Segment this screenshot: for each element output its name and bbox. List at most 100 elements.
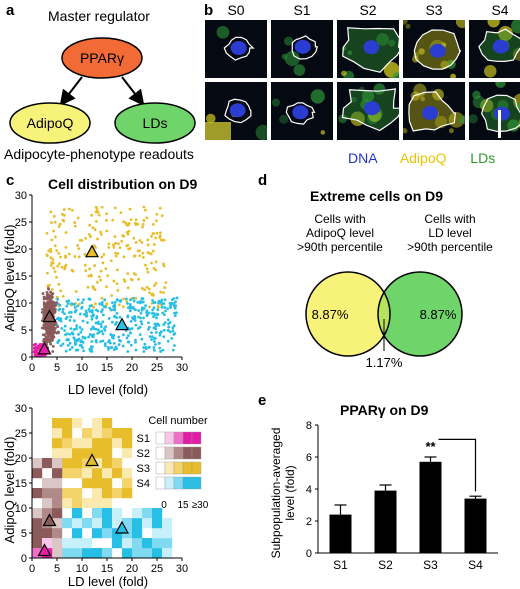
bar-s4 <box>464 498 487 553</box>
scatter-dot-s4 <box>159 330 163 334</box>
heatmap-cell-s3 <box>62 498 73 509</box>
heatmap-cell-s4 <box>92 528 103 539</box>
scatter-dot-s4 <box>77 337 81 341</box>
scatter-dot-s4 <box>104 305 107 309</box>
scatter-dot-s1 <box>40 343 43 346</box>
scatter-dot-s4 <box>134 308 137 312</box>
scatter-dot-s3 <box>164 281 168 285</box>
scatter-dot-s4 <box>152 301 156 305</box>
scatter-dot-s3 <box>155 219 158 223</box>
scatter-dot-s4 <box>121 344 125 348</box>
scatter-dot-s1 <box>32 343 36 347</box>
legend-swatch-s1 <box>164 431 175 445</box>
readouts-label: Adipocyte-phenotype readouts <box>4 146 194 162</box>
scatter-dot-s3 <box>138 254 142 258</box>
scatter-dot-s3 <box>48 283 51 287</box>
scatter-dot-s4 <box>163 306 167 309</box>
heatmap-cell-s3 <box>102 478 113 489</box>
scatter-dot-s3 <box>112 243 115 247</box>
scatter-dot-s4 <box>94 308 98 312</box>
scatter-dot-s4 <box>63 329 66 332</box>
legend-swatch-s3 <box>191 461 202 475</box>
scatter-dot-s4 <box>166 307 170 311</box>
scatter-dot-s3 <box>145 267 149 271</box>
scatter-dot-s3 <box>160 214 164 218</box>
scatter-dot-s3 <box>140 241 144 244</box>
scatter-dot-s3 <box>142 219 146 222</box>
scatter-dot-s4 <box>147 321 150 325</box>
scatter-dot-s4 <box>142 346 146 349</box>
scatter-dot-s4 <box>90 334 94 338</box>
scatter-dot-s4 <box>172 302 176 306</box>
scatter-dot-s4 <box>56 298 60 301</box>
legend-swatch-s1 <box>173 431 184 445</box>
scatter-dot-s3 <box>100 296 104 300</box>
scatter-dot-s4 <box>114 345 118 349</box>
scatter-dot-s3 <box>52 229 56 233</box>
panel-a-label: a <box>6 2 15 19</box>
scatter-dot-s3 <box>114 241 118 245</box>
scatter-dot-s4 <box>174 300 177 304</box>
scatter-dot-s3 <box>106 274 110 278</box>
venn-left-value: 8.87% <box>312 307 349 322</box>
scatter-dot-s3 <box>49 250 53 254</box>
heatmap-axes: 0 5 10 15 20 25 30 0 5 10 15 20 25 30 <box>15 403 188 575</box>
scatter-dot-s3 <box>151 249 155 253</box>
heatmap-cell-s2 <box>42 458 53 469</box>
heatmap-cell-s3 <box>102 488 113 499</box>
scatter-dot-s2 <box>52 331 56 335</box>
scatter-dot-s3 <box>55 249 59 252</box>
scatter-dot-s4 <box>173 306 177 310</box>
scatter-dot-s4 <box>94 321 98 325</box>
scatter-dot-s4 <box>73 343 77 346</box>
heatmap-ylabel: AdipoQ level (fold) <box>2 437 17 544</box>
heatmap-cell-s4 <box>82 538 93 549</box>
scatter-dot-s4 <box>57 316 60 320</box>
legend-swatch-s2 <box>182 446 193 460</box>
scatter-dot-s2 <box>41 307 44 311</box>
heatmap-ytick: 10 <box>15 503 27 515</box>
micrograph-legend: DNA AdipoQ LDs <box>348 150 495 166</box>
scatter-dot-s4 <box>117 335 121 339</box>
scatter-dot-s4 <box>142 350 146 353</box>
heatmap-cell-s4 <box>152 518 163 529</box>
micrograph-s2-row1 <box>337 20 399 78</box>
scatter-dot-s3 <box>143 288 147 292</box>
scatter-dot-s1 <box>37 354 41 357</box>
scatter-ytick: 25 <box>15 217 27 229</box>
scatter-dot-s3 <box>94 246 97 249</box>
scatter-dot-s3 <box>150 235 153 238</box>
scatter-dot-s3 <box>134 218 138 222</box>
scatter-dot-s3 <box>84 269 88 273</box>
scatter-dot-s3 <box>158 206 162 210</box>
legend-swatch-s4 <box>173 476 184 490</box>
panel-d-label: d <box>258 172 268 189</box>
venn-right-caption-3: >90th percentile <box>407 240 493 254</box>
heatmap-cell-s3 <box>72 458 83 469</box>
scatter-dot-s4 <box>90 317 94 321</box>
scatter-dot-s3 <box>64 255 68 259</box>
scatter-dot-s3 <box>97 213 101 217</box>
scatter-dot-s4 <box>142 306 146 310</box>
heatmap-cell-s3 <box>82 468 93 479</box>
heatmap-ytick: 0 <box>21 553 27 565</box>
scatter-dot-s4 <box>132 299 136 303</box>
heatmap-cell-s3 <box>62 458 73 469</box>
heatmap-xtick: 25 <box>151 563 163 575</box>
scatter-dot-s3 <box>122 255 126 259</box>
scatter-dot-s3 <box>57 251 61 255</box>
scatter-dot-s4 <box>126 334 130 338</box>
scatter-dot-s4 <box>152 315 155 319</box>
scatter-dot-s3 <box>113 206 117 210</box>
scatter-dot-s4 <box>152 340 156 343</box>
scatter-dot-s3 <box>162 291 165 295</box>
scatter-xtick: 25 <box>151 362 163 374</box>
legend-lds: LDs <box>470 150 496 166</box>
heatmap-cell-s3 <box>122 488 133 499</box>
heatmap-cell-s4 <box>112 518 123 529</box>
scatter-dot-s4 <box>147 311 151 315</box>
bar-s2 <box>374 490 397 553</box>
panel-e-label: e <box>258 392 267 409</box>
scatter-dot-s4 <box>175 311 178 315</box>
scatter-dot-s3 <box>62 219 66 223</box>
